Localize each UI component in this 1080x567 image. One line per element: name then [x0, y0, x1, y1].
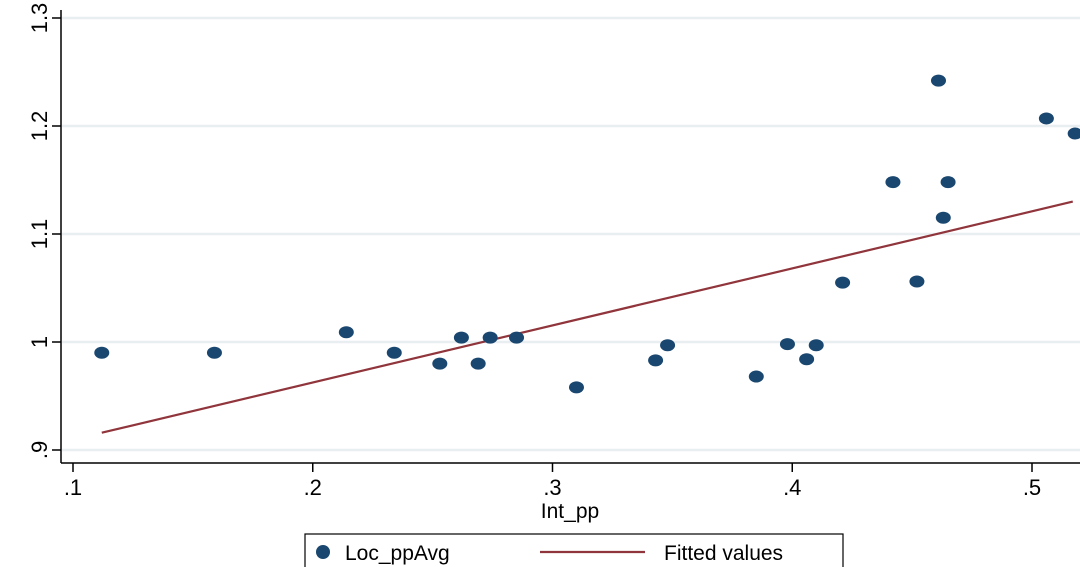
scatter-point: [470, 357, 486, 370]
fitted-line-layer: [101, 200, 1074, 434]
x-tick-label: .2: [304, 475, 322, 500]
legend-box: [304, 533, 844, 567]
scatter-point: [885, 176, 901, 189]
legend-marker-scatter: [316, 545, 330, 559]
x-tick-label: .1: [64, 475, 82, 500]
legend-label-scatter: Loc_ppAvg: [345, 542, 450, 565]
scatter-point: [386, 346, 402, 359]
scatter-point: [432, 357, 448, 370]
scatter-point: [930, 74, 946, 87]
scatter-point: [648, 354, 664, 367]
scatter-point: [338, 326, 354, 339]
x-tick-label: .3: [543, 475, 561, 500]
scatter-point: [748, 370, 764, 383]
y-axis-ticks: .9 1 1.1 1.2 1.3: [27, 3, 61, 459]
y-tick-label: .9: [27, 441, 52, 459]
gridlines: [62, 16, 1080, 452]
scatter-point: [482, 331, 498, 344]
scatter-points: [94, 74, 1080, 394]
scatter-point: [835, 276, 851, 289]
y-tick-label: 1.2: [27, 111, 52, 142]
scatter-point: [1038, 112, 1054, 125]
y-tick-label: 1.3: [27, 3, 52, 34]
scatter-point: [660, 339, 676, 352]
x-axis-title: Int_pp: [541, 500, 599, 523]
x-tick-label: .5: [1023, 475, 1041, 500]
scatter-point: [1067, 127, 1080, 140]
scatter-point: [206, 346, 222, 359]
y-tick-label: 1: [27, 336, 52, 348]
scatter-point: [940, 176, 956, 189]
x-tick-label: .4: [783, 475, 801, 500]
legend-label-fitted: Fitted values: [664, 542, 783, 565]
scatter-point: [94, 346, 110, 359]
scatter-point: [453, 331, 469, 344]
scatter-point: [799, 353, 815, 366]
x-axis-ticks: .1 .2 .3 .4 .5: [64, 463, 1041, 500]
scatter-point: [808, 339, 824, 352]
fitted-values-line: [101, 200, 1074, 434]
scatter-point: [509, 331, 525, 344]
scatter-point: [568, 381, 584, 394]
scatter-point: [909, 275, 925, 288]
y-tick-label: 1.1: [27, 219, 52, 250]
legend: Loc_ppAvg Fitted values: [304, 533, 844, 567]
scatter-point: [935, 211, 951, 224]
scatter-point: [779, 338, 795, 351]
